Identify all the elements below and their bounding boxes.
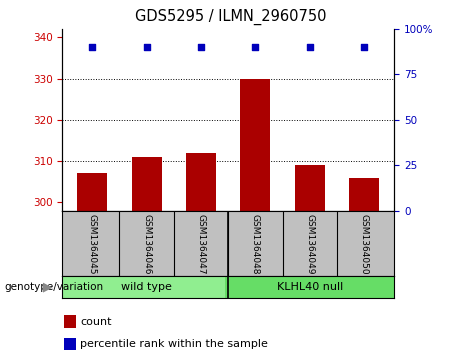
Bar bbox=[64, 338, 76, 350]
Text: wild type: wild type bbox=[121, 282, 172, 292]
Text: count: count bbox=[81, 317, 112, 327]
Bar bbox=[295, 165, 325, 211]
Text: GSM1364049: GSM1364049 bbox=[305, 214, 314, 274]
Point bbox=[361, 44, 368, 50]
Bar bbox=[77, 174, 107, 211]
Point bbox=[252, 44, 259, 50]
Point bbox=[306, 44, 313, 50]
Text: percentile rank within the sample: percentile rank within the sample bbox=[81, 339, 268, 349]
Bar bbox=[62, 276, 228, 298]
Point bbox=[89, 44, 96, 50]
Bar bbox=[186, 153, 216, 211]
Point bbox=[197, 44, 205, 50]
Bar bbox=[349, 178, 379, 211]
Bar bbox=[225, 276, 394, 298]
Bar bbox=[131, 157, 161, 211]
Text: GSM1364048: GSM1364048 bbox=[251, 214, 260, 274]
Text: GDS5295 / ILMN_2960750: GDS5295 / ILMN_2960750 bbox=[135, 9, 326, 25]
Text: ▶: ▶ bbox=[43, 280, 53, 293]
Bar bbox=[241, 78, 270, 211]
Text: GSM1364046: GSM1364046 bbox=[142, 214, 151, 274]
Text: GSM1364045: GSM1364045 bbox=[88, 214, 97, 274]
Text: KLHL40 null: KLHL40 null bbox=[277, 282, 343, 292]
Text: GSM1364050: GSM1364050 bbox=[360, 214, 369, 274]
Text: GSM1364047: GSM1364047 bbox=[196, 214, 206, 274]
Bar bbox=[64, 315, 76, 328]
Text: genotype/variation: genotype/variation bbox=[5, 282, 104, 292]
Point bbox=[143, 44, 150, 50]
